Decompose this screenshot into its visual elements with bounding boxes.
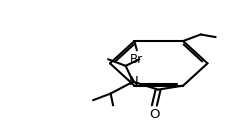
Text: Br: Br <box>130 53 143 66</box>
Text: O: O <box>149 108 160 121</box>
Text: N: N <box>128 75 138 88</box>
